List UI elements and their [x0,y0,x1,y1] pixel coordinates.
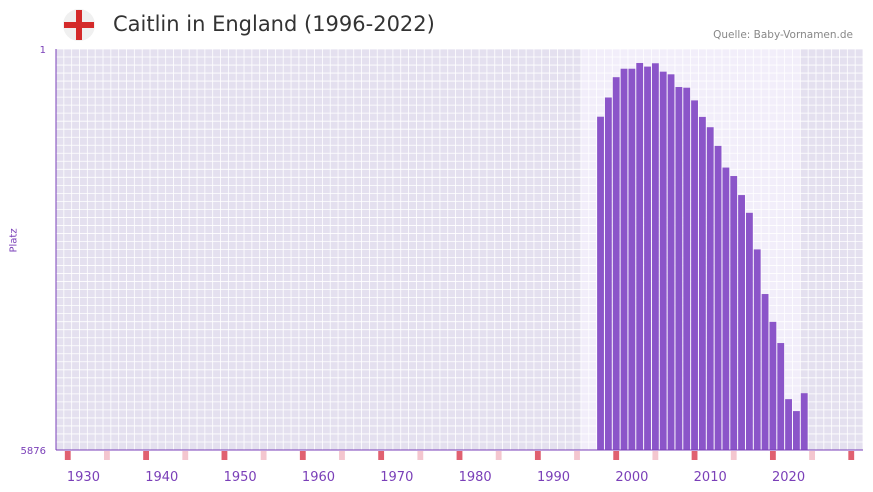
bar-2020 [785,399,792,450]
x-tick-label-1930: 1930 [67,470,100,485]
bar-2002 [644,66,651,451]
bar-2006 [675,87,683,450]
year-marker-1943 [182,451,189,460]
bar-2022 [800,393,808,450]
bar-2012 [722,167,730,450]
source-credit: Quelle: Baby-Vornamen.de [713,29,853,41]
bar-1998 [612,77,620,450]
bar-2011 [714,145,722,450]
x-tick-label-2010: 2010 [694,470,727,485]
bar-2016 [753,249,761,450]
x-tick-label-2000: 2000 [615,470,648,485]
bar-2008 [691,100,698,451]
bar-2001 [636,62,644,450]
bar-2013 [730,176,738,451]
year-marker-1953 [260,451,267,460]
bar-1997 [604,97,612,450]
year-marker-2008 [691,451,698,460]
y-tick-label-bottom: 5876 [21,446,46,457]
chart-title: Caitlin in England (1996-2022) [113,12,435,36]
year-marker-2023 [809,451,815,460]
year-markers [64,451,855,460]
bar-2021 [792,411,800,450]
bars [597,62,808,451]
bar-2010 [706,127,714,451]
year-marker-2018 [769,451,776,460]
bar-2004 [659,71,667,450]
bar-2007 [683,87,691,450]
england-flag-icon [63,9,95,41]
year-marker-2028 [848,451,855,460]
y-tick-label-top: 1 [40,45,46,56]
x-tick-label-1990: 1990 [537,470,570,485]
x-tick-label-1980: 1980 [459,470,492,485]
year-marker-1958 [299,451,306,460]
bar-2019 [777,343,785,450]
x-tick-label-1940: 1940 [145,470,178,485]
year-marker-1963 [339,451,345,460]
year-marker-1993 [574,451,580,460]
year-marker-1998 [613,451,620,460]
bar-1999 [620,68,628,451]
x-tick-label-1950: 1950 [224,470,257,485]
x-tick-labels: 1930 1940 1950 1960 1970 1980 1990 2000 2010 2020 [67,470,805,485]
year-marker-1978 [456,451,463,460]
bar-2015 [745,212,753,450]
year-marker-1973 [417,451,424,460]
year-marker-1983 [495,451,502,460]
bar-1996 [597,116,604,450]
year-marker-1928 [64,451,71,460]
year-marker-1938 [143,451,150,460]
bar-2017 [761,294,769,450]
year-marker-1948 [221,451,228,460]
bar-2000 [628,68,636,451]
year-marker-1933 [104,451,110,460]
year-marker-2003 [652,451,659,460]
year-marker-1968 [378,451,385,460]
x-tick-label-2020: 2020 [772,470,805,485]
header: Caitlin in England (1996-2022) Quelle: B… [0,0,873,48]
x-tick-label-1960: 1960 [302,470,335,485]
bar-2005 [667,74,675,450]
bar-2003 [651,63,659,451]
year-marker-2013 [730,451,737,460]
x-tick-label-1970: 1970 [380,470,413,485]
bar-2009 [698,116,706,451]
bar-2014 [738,195,745,450]
bar-2018 [769,321,777,450]
year-marker-1988 [534,451,541,460]
